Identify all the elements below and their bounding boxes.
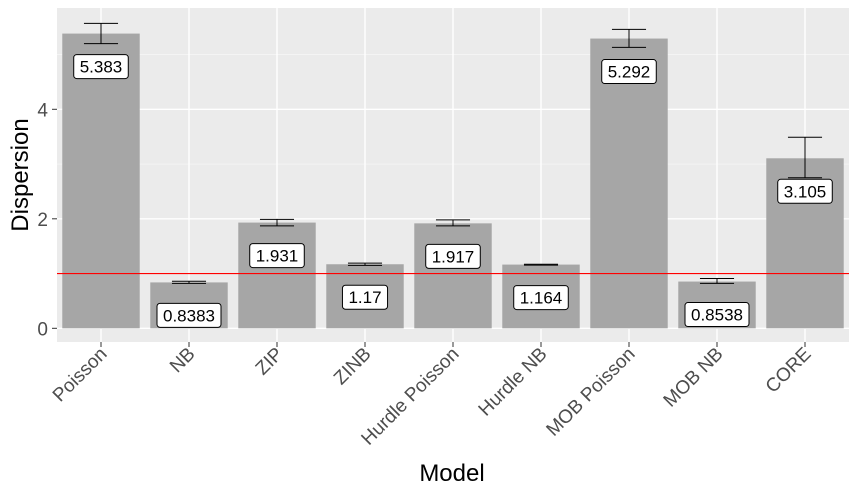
data-label-group: 1.917 bbox=[425, 243, 481, 269]
data-label-box bbox=[513, 285, 569, 311]
data-label-box bbox=[156, 302, 222, 328]
data-label-box bbox=[73, 54, 129, 80]
data-label-box bbox=[249, 243, 305, 269]
bar bbox=[238, 222, 316, 329]
data-label-group: 1.164 bbox=[513, 285, 569, 311]
data-label-group: 1.931 bbox=[249, 243, 305, 269]
data-label: 0.8538 bbox=[691, 306, 743, 325]
data-label: 3.105 bbox=[784, 182, 827, 201]
data-label: 1.164 bbox=[520, 289, 563, 308]
data-label-box bbox=[684, 302, 750, 328]
data-label-box bbox=[341, 284, 389, 310]
bar bbox=[590, 38, 668, 329]
data-label-group: 0.8383 bbox=[156, 302, 222, 328]
data-label: 1.917 bbox=[432, 247, 475, 266]
y-tick-label: 0 bbox=[37, 319, 48, 340]
data-label-group: 0.8538 bbox=[684, 302, 750, 328]
bars bbox=[62, 33, 844, 329]
bar bbox=[414, 223, 492, 329]
data-label: 1.931 bbox=[256, 247, 299, 266]
y-tick-label: 2 bbox=[37, 210, 48, 231]
data-labels: 5.383 0.8383 1.931 1.17 1.917 1.164 5.292 0.853… bbox=[73, 54, 833, 328]
data-label-box bbox=[601, 59, 657, 85]
data-label-box bbox=[777, 178, 833, 204]
data-label: 0.8383 bbox=[163, 306, 215, 325]
data-label-group: 3.105 bbox=[777, 178, 833, 204]
data-label-group: 1.17 bbox=[341, 284, 389, 310]
y-axis-title: Dispersion bbox=[7, 118, 34, 231]
data-label-group: 5.383 bbox=[73, 54, 129, 80]
data-label-box bbox=[425, 243, 481, 269]
bar bbox=[62, 33, 140, 329]
data-label: 5.383 bbox=[80, 58, 123, 77]
error-bars bbox=[83, 22, 823, 284]
x-axis-title: Model bbox=[419, 460, 484, 487]
data-label: 5.292 bbox=[608, 63, 651, 82]
data-label: 1.17 bbox=[348, 288, 381, 307]
y-axis: 0 2 4 bbox=[37, 100, 57, 340]
y-tick-label: 4 bbox=[37, 100, 48, 121]
data-label-group: 5.292 bbox=[601, 59, 657, 85]
